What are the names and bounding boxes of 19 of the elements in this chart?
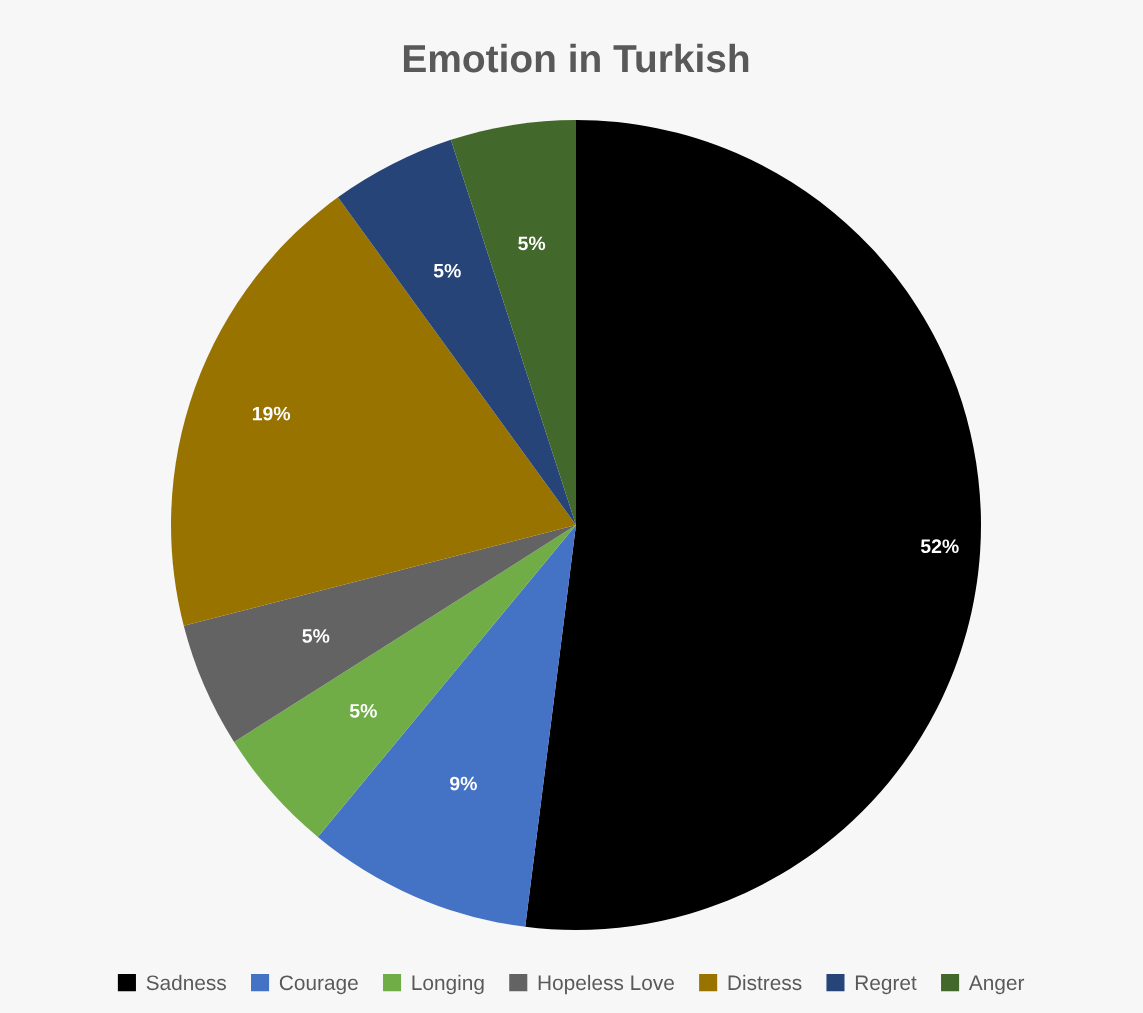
legend-label: Longing — [412, 974, 484, 995]
data-label: 9% — [450, 776, 477, 791]
pie-slice — [337, 139, 576, 525]
legend-label: Courage — [279, 975, 358, 995]
data-label: 5% — [518, 236, 546, 251]
data-label: 5% — [349, 703, 377, 718]
data-label: 5% — [433, 263, 461, 278]
legend-label: Sadness — [146, 974, 226, 991]
data-label: 52% — [920, 539, 959, 554]
legend-label: Regret — [855, 975, 917, 995]
chart-title: Emotion in Turkish — [403, 43, 749, 73]
pie-slice — [171, 197, 576, 626]
data-label: 5% — [302, 629, 330, 643]
legend-label: Hopeless Love — [538, 974, 674, 995]
legend-label: Distress — [728, 974, 802, 991]
data-label: 19% — [252, 406, 291, 421]
pie-slice — [234, 525, 576, 838]
legend-label: Anger — [968, 975, 1025, 995]
pie-slice — [183, 525, 576, 743]
